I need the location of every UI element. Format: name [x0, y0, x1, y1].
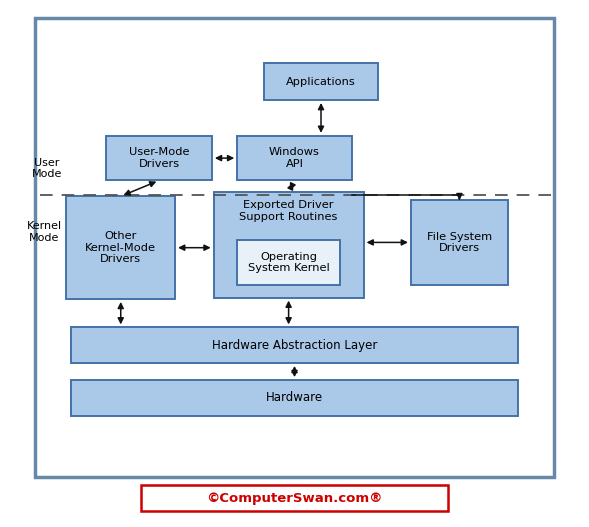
Bar	[213, 192, 363, 298]
Bar	[263, 63, 378, 100]
Bar	[237, 240, 340, 285]
Text: Exported Driver
Support Routines: Exported Driver Support Routines	[239, 200, 338, 222]
Text: Hardware: Hardware	[266, 392, 323, 404]
Text: User-Mode
Drivers: User-Mode Drivers	[129, 148, 189, 169]
Bar	[66, 196, 176, 299]
Bar	[71, 380, 518, 416]
Text: Other
Kernel-Mode
Drivers: Other Kernel-Mode Drivers	[85, 231, 156, 264]
Bar	[71, 327, 518, 363]
Bar	[411, 200, 508, 285]
Text: Kernel
Mode: Kernel Mode	[27, 221, 62, 242]
Bar	[106, 136, 212, 180]
Text: File System
Drivers: File System Drivers	[427, 232, 492, 253]
Text: Windows
API: Windows API	[269, 148, 320, 169]
Bar	[141, 485, 448, 511]
Text: Applications: Applications	[286, 77, 356, 86]
Text: Operating
System Kernel: Operating System Kernel	[248, 252, 329, 273]
Text: User
Mode: User Mode	[32, 158, 62, 179]
Bar	[35, 18, 554, 477]
Text: Hardware Abstraction Layer: Hardware Abstraction Layer	[212, 339, 377, 352]
Bar	[237, 136, 352, 180]
Text: ©ComputerSwan.com®: ©ComputerSwan.com®	[206, 492, 383, 504]
